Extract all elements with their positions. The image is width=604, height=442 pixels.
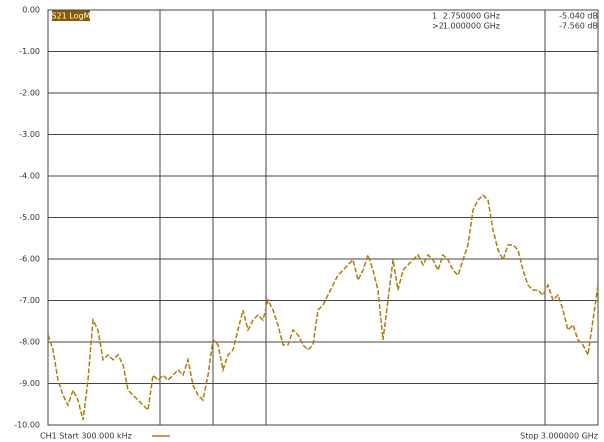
y-tick-label: -2.00	[19, 89, 40, 98]
marker-readout: 1.000000 GHz	[443, 22, 500, 31]
y-tick-label: -6.00	[19, 255, 40, 264]
marker-readout: -7.560 dB	[559, 22, 598, 31]
badge: S21 LogM	[52, 12, 91, 21]
footer-left: CH1 Start 300.000 kHz	[40, 432, 132, 441]
marker-readout: >2	[432, 22, 444, 31]
y-tick-label: -8.00	[19, 338, 40, 347]
footer-right: Stop 3.000000 GHz	[520, 432, 598, 441]
marker-readout: 2.750000 GHz	[443, 12, 500, 21]
marker-readout: 1	[432, 12, 437, 21]
y-tick-label: -7.00	[19, 296, 40, 305]
y-tick-label: -4.00	[19, 172, 40, 181]
marker-readout: -5.040 dB	[559, 12, 598, 21]
y-tick-label: -9.00	[19, 379, 40, 388]
y-tick-label: -5.00	[19, 213, 40, 222]
y-tick-label: -10.00	[14, 421, 40, 430]
y-tick-label: 0.00	[22, 6, 40, 15]
badge-box	[52, 10, 90, 21]
y-tick-label: -3.00	[19, 130, 40, 139]
y-tick-label: -1.00	[19, 47, 40, 56]
trace	[47, 194, 599, 421]
